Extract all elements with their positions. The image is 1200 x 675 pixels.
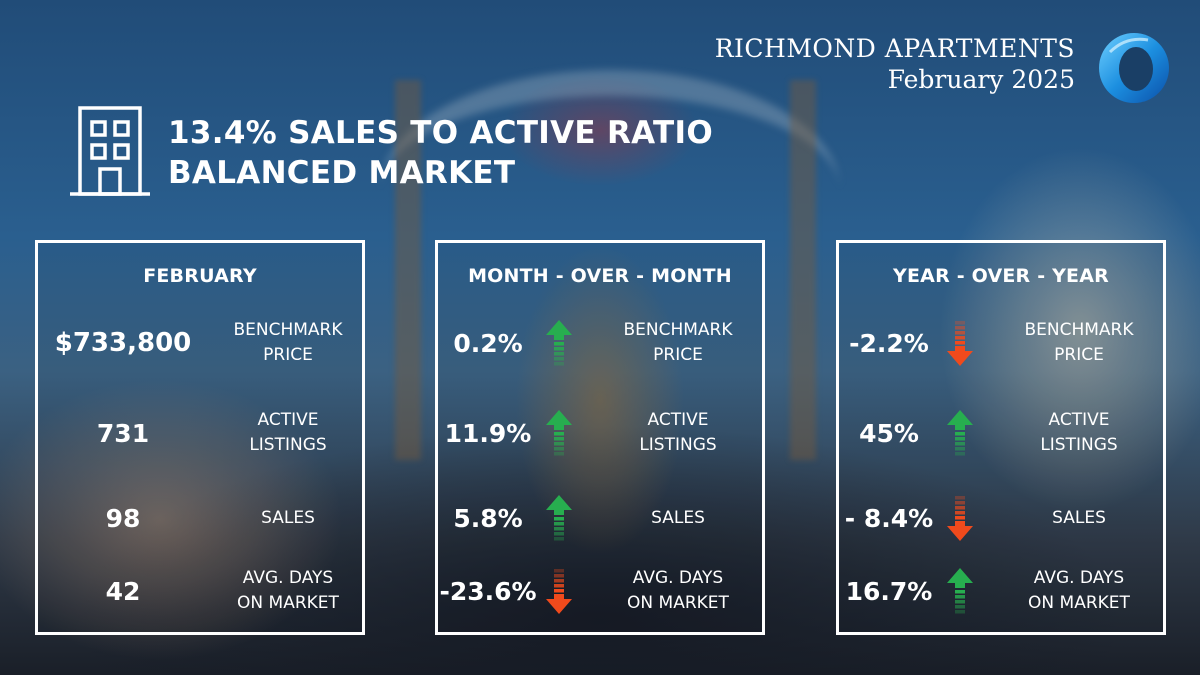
stat-label-line: AVG. DAYS [632, 568, 724, 588]
stat-row-days-on-market: 16.7% AVG. DAYS ON MARKET [839, 561, 1163, 621]
stat-label: BENCHMARK PRICE [593, 313, 763, 373]
stat-label: AVG. DAYS ON MARKET [593, 561, 763, 621]
stat-row-benchmark: $733,800 BENCHMARK PRICE [38, 313, 362, 373]
stat-label-line: BENCHMARK [233, 320, 343, 340]
stat-label-line: ACTIVE [257, 410, 319, 430]
arrow-up-icon [546, 410, 572, 456]
stat-label-line: LISTINGS [639, 435, 717, 455]
stat-value: 45% [859, 418, 919, 448]
stat-label-line: ON MARKET [237, 593, 339, 613]
stat-label-line: SALES [651, 507, 705, 528]
stat-label: SALES [994, 488, 1164, 548]
stat-label: SALES [593, 488, 763, 548]
stat-label: AVG. DAYS ON MARKET [213, 561, 363, 621]
stat-value: 42 [105, 576, 141, 606]
stat-value: 731 [96, 418, 150, 448]
stat-value: - 8.4% [844, 503, 934, 533]
stat-label-line: SALES [1052, 507, 1106, 528]
brand-title: RICHMOND APARTMENTS [714, 34, 1075, 63]
stat-row-active-listings: 731 ACTIVE LISTINGS [38, 403, 362, 463]
stat-label-line: SALES [261, 507, 315, 528]
report-date: February 2025 [887, 65, 1075, 95]
stat-row-benchmark: -2.2% BENCHMARK PRICE [839, 313, 1163, 373]
panel-title: MONTH - OVER - MONTH [468, 265, 732, 287]
stat-label: ACTIVE LISTINGS [593, 403, 763, 463]
stat-value: 11.9% [444, 418, 532, 448]
stat-value: 5.8% [453, 503, 523, 533]
stat-label-line: LISTINGS [1040, 435, 1118, 455]
arrow-down-icon [546, 569, 572, 614]
stat-label-line: BENCHMARK [1024, 320, 1134, 340]
stat-label: ACTIVE LISTINGS [213, 403, 363, 463]
stat-value: 98 [105, 503, 141, 533]
stat-label: ACTIVE LISTINGS [994, 403, 1164, 463]
stat-value: 16.7% [845, 576, 933, 606]
stat-label-line: PRICE [263, 345, 313, 365]
stat-row-sales: 5.8% SALES [438, 488, 762, 548]
stat-value: -23.6% [439, 576, 537, 606]
arrow-up-icon [947, 568, 973, 614]
stat-row-active-listings: 11.9% ACTIVE LISTINGS [438, 403, 762, 463]
stat-label-line: ACTIVE [647, 410, 709, 430]
stat-label: BENCHMARK PRICE [213, 313, 363, 373]
stat-row-days-on-market: -23.6% AVG. DAYS ON MARKET [438, 561, 762, 621]
stat-value: $733,800 [54, 328, 192, 358]
arrow-up-icon [947, 410, 973, 456]
february-panel: FEBRUARY $733,800 BENCHMARK PRICE 731 AC… [35, 240, 365, 635]
year-over-year-panel: YEAR - OVER - YEAR -2.2% BENCHMARK PRICE… [836, 240, 1166, 635]
stat-row-active-listings: 45% ACTIVE LISTINGS [839, 403, 1163, 463]
stat-label-line: ON MARKET [627, 593, 729, 613]
sales-ratio-heading: 13.4% SALES TO ACTIVE RATIO [168, 115, 713, 151]
stat-label: BENCHMARK PRICE [994, 313, 1164, 373]
stat-row-benchmark: 0.2% BENCHMARK PRICE [438, 313, 762, 373]
arrow-up-icon [546, 495, 572, 541]
panel-title: YEAR - OVER - YEAR [893, 265, 1109, 287]
stat-label-line: AVG. DAYS [242, 568, 334, 588]
stat-label-line: BENCHMARK [623, 320, 733, 340]
stat-row-days-on-market: 42 AVG. DAYS ON MARKET [38, 561, 362, 621]
panel-title: FEBRUARY [143, 265, 257, 287]
market-type-heading: BALANCED MARKET [168, 155, 516, 191]
stat-label-line: PRICE [1054, 345, 1104, 365]
logo-ring-icon [1099, 33, 1169, 103]
arrow-down-icon [947, 496, 973, 541]
stat-label-line: ACTIVE [1048, 410, 1110, 430]
stat-value: 0.2% [453, 328, 523, 358]
background-post [790, 80, 816, 460]
stat-value: -2.2% [849, 328, 929, 358]
stat-label-line: AVG. DAYS [1033, 568, 1125, 588]
brand-header: RICHMOND APARTMENTS February 2025 [715, 33, 1075, 96]
stat-label: AVG. DAYS ON MARKET [994, 561, 1164, 621]
background-post [395, 80, 421, 460]
stat-label-line: LISTINGS [249, 435, 327, 455]
stat-label: SALES [213, 488, 363, 548]
month-over-month-panel: MONTH - OVER - MONTH 0.2% BENCHMARK PRIC… [435, 240, 765, 635]
stat-label-line: PRICE [653, 345, 703, 365]
stat-row-sales: 98 SALES [38, 488, 362, 548]
building-icon [70, 106, 150, 196]
headline: 13.4% SALES TO ACTIVE RATIO BALANCED MAR… [168, 113, 713, 193]
arrow-up-icon [546, 320, 572, 366]
stat-label-line: ON MARKET [1028, 593, 1130, 613]
stat-row-sales: - 8.4% SALES [839, 488, 1163, 548]
arrow-down-icon [947, 321, 973, 366]
